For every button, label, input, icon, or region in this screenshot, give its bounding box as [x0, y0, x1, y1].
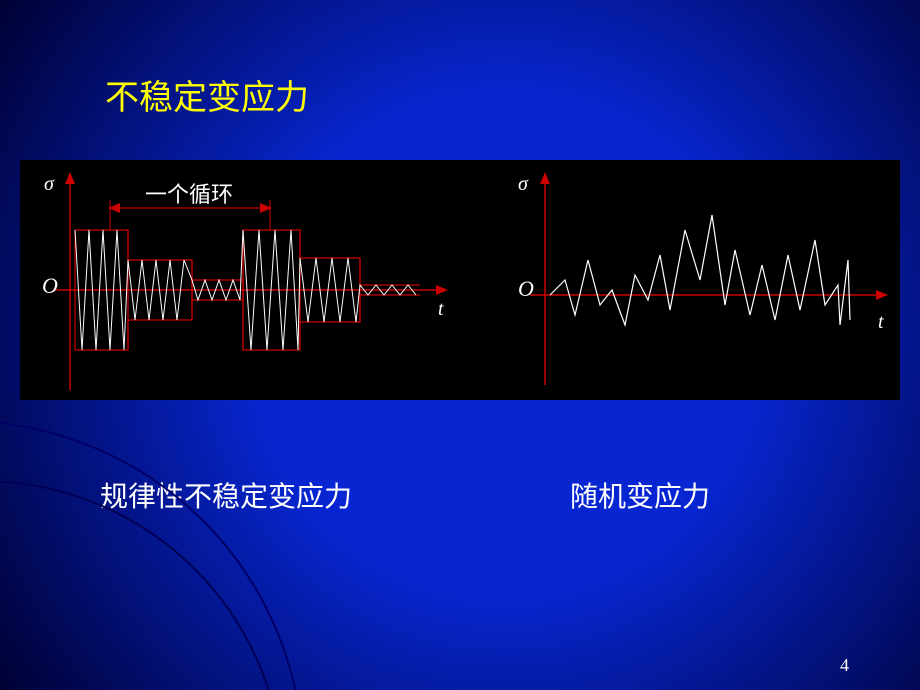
svg-text:O: O	[42, 273, 58, 298]
svg-text:σ: σ	[44, 173, 55, 195]
svg-text:O: O	[518, 276, 534, 301]
svg-text:t: t	[438, 298, 444, 320]
slide-title: 不稳定变应力	[105, 70, 309, 119]
caption-right: 随机变应力	[570, 475, 710, 515]
svg-text:σ: σ	[518, 173, 529, 195]
slide-root: 不稳定变应力 σtO一个循环σtO 规律性不稳定变应力 随机变应力 4	[0, 0, 920, 690]
diagram-area: σ t O 一个循环 σ t O	[20, 160, 900, 400]
diagram-svg: σ t O 一个循环 σ t O	[20, 160, 900, 400]
svg-text:一个循环: 一个循环	[145, 182, 233, 207]
svg-text:t: t	[878, 311, 884, 333]
page-number: 4	[840, 655, 849, 676]
